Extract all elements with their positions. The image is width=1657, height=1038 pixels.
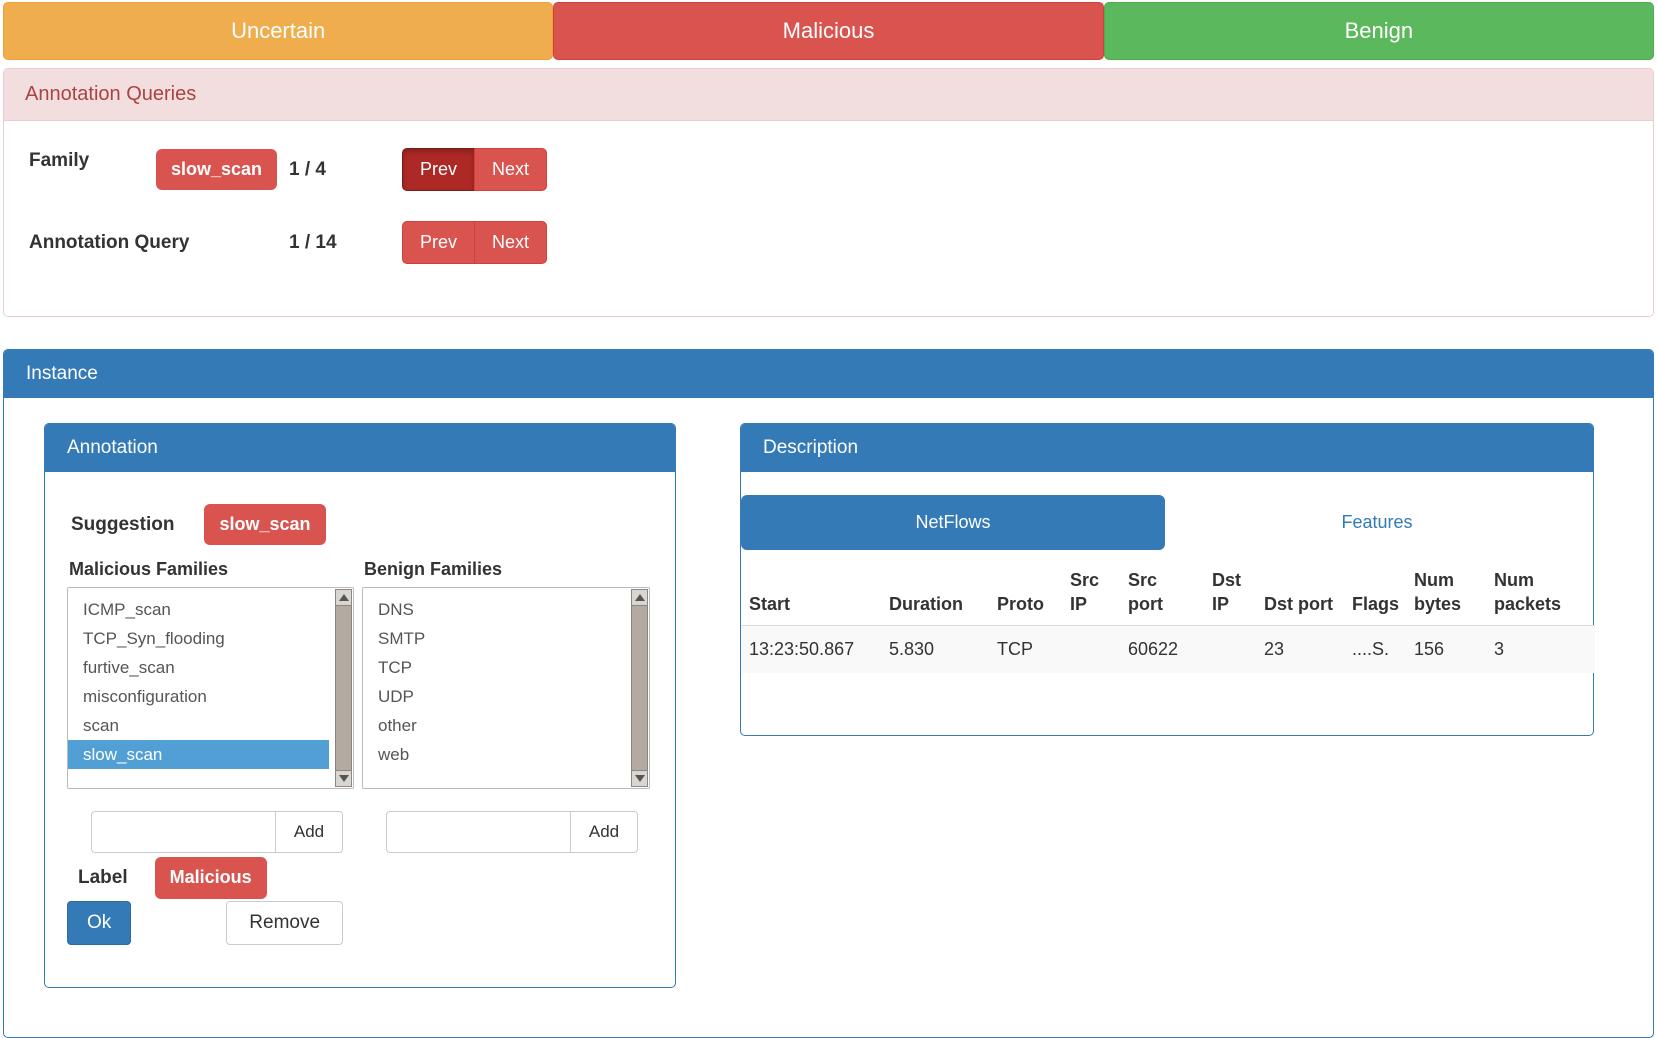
list-option[interactable]: DNS — [378, 600, 414, 620]
column-header-flags: Flags — [1344, 560, 1406, 626]
list-option[interactable]: web — [378, 745, 410, 765]
annotation-query-position: 1 / 14 — [289, 231, 337, 253]
list-option[interactable]: scan — [83, 716, 119, 736]
list-option[interactable]: ICMP_scan — [83, 600, 171, 620]
malicious-families-listbox[interactable]: ICMP_scan TCP_Syn_flooding furtive_scan … — [67, 587, 354, 790]
num-packets-cell: 3 — [1486, 625, 1595, 674]
malicious-add-button[interactable]: Add — [275, 811, 343, 854]
list-option[interactable]: misconfiguration — [83, 687, 207, 707]
label-row: Label Malicious — [67, 857, 653, 899]
list-option[interactable]: furtive_scan — [83, 658, 175, 678]
column-header-start: Start — [741, 560, 881, 626]
annotation-queries-title: Annotation Queries — [4, 69, 1653, 121]
description-title: Description — [741, 424, 1593, 472]
scrollbar-thumb[interactable] — [631, 606, 648, 771]
start-cell: 13:23:50.867 — [741, 625, 881, 674]
column-header-src-ip: Src IP — [1062, 560, 1120, 626]
benign-families-listbox[interactable]: DNS SMTP TCP UDP other web — [362, 587, 650, 790]
description-panel: Description NetFlows Features Start Dura… — [740, 423, 1595, 736]
action-row: Ok Remove — [67, 900, 653, 945]
table-header-row: Start Duration Proto Src IP Src port Dst… — [741, 560, 1595, 626]
label-title: Label — [78, 867, 128, 889]
scrollbar-up-icon[interactable] — [335, 589, 352, 607]
family-badge: slow_scan — [156, 148, 278, 191]
src-ip-cell — [1062, 625, 1120, 674]
list-option[interactable]: TCP_Syn_flooding — [83, 629, 225, 649]
duration-cell: 5.830 — [881, 625, 989, 674]
tab-features[interactable]: Features — [1341, 512, 1413, 532]
remove-button[interactable]: Remove — [226, 900, 344, 945]
families-row: Malicious Families ICMP_scan TCP_Syn_flo… — [67, 559, 653, 854]
annotation-query-next-button[interactable]: Next — [474, 221, 548, 264]
netflows-table: Start Duration Proto Src IP Src port Dst… — [741, 560, 1595, 674]
column-header-duration: Duration — [881, 560, 989, 626]
column-header-dst-port: Dst port — [1256, 560, 1344, 626]
flags-cell: ....S. — [1344, 625, 1406, 674]
annotation-title: Annotation — [45, 424, 675, 472]
annotation-body: Suggestion slow_scan Malicious Families … — [45, 472, 675, 945]
annotation-query-prev-button[interactable]: Prev — [402, 221, 476, 264]
family-row: Family slow_scan 1 / 4 Prev Next — [29, 121, 1653, 191]
instance-panel: Instance Annotation Suggestion slow_scan… — [3, 349, 1654, 1038]
tab-netflows[interactable]: NetFlows — [741, 495, 1165, 550]
annotation-queries-body: Family slow_scan 1 / 4 Prev Next Annotat… — [4, 121, 1653, 316]
src-port-cell: 60622 — [1120, 625, 1204, 674]
list-option[interactable]: UDP — [378, 687, 414, 707]
malicious-families-title: Malicious Families — [69, 559, 229, 580]
suggestion-row: Suggestion slow_scan — [67, 504, 653, 546]
benign-families-column: Benign Families DNS SMTP TCP UDP other w… — [362, 559, 650, 854]
scrollbar-down-icon[interactable] — [631, 770, 648, 788]
malicious-add-group: Add — [91, 811, 343, 854]
ok-button[interactable]: Ok — [67, 900, 132, 945]
list-option-selected[interactable]: slow_scan — [68, 740, 329, 770]
classification-bar: Uncertain Malicious Benign — [3, 2, 1654, 60]
annotation-queries-panel: Annotation Queries Family slow_scan 1 / … — [3, 68, 1654, 317]
malicious-button[interactable]: Malicious — [553, 2, 1104, 60]
dst-ip-cell — [1204, 625, 1256, 674]
benign-family-input[interactable] — [386, 811, 571, 854]
scrollbar-thumb[interactable] — [335, 606, 352, 771]
malicious-families-column: Malicious Families ICMP_scan TCP_Syn_flo… — [67, 559, 354, 854]
scrollbar-down-icon[interactable] — [335, 770, 352, 788]
num-bytes-cell: 156 — [1406, 625, 1486, 674]
instance-title: Instance — [4, 350, 1653, 398]
column-header-proto: Proto — [989, 560, 1062, 626]
suggestion-badge: slow_scan — [204, 504, 326, 546]
suggestion-label: Suggestion — [71, 513, 175, 535]
family-prev-button[interactable]: Prev — [402, 148, 476, 191]
list-option[interactable]: SMTP — [378, 629, 426, 649]
benign-add-group: Add — [386, 811, 638, 854]
description-tabs: NetFlows Features — [741, 495, 1593, 550]
column-header-src-port: Src port — [1120, 560, 1204, 626]
annotation-query-label: Annotation Query — [29, 231, 190, 253]
scrollbar-up-icon[interactable] — [631, 589, 648, 607]
netflow-row: 13:23:50.867 5.830 TCP 60622 23 ....S. 1… — [741, 625, 1595, 674]
benign-button[interactable]: Benign — [1103, 2, 1654, 60]
malicious-family-input[interactable] — [91, 811, 276, 854]
annotation-query-pager: Prev Next — [402, 221, 548, 264]
label-badge: Malicious — [154, 857, 267, 899]
list-option[interactable]: TCP — [378, 658, 412, 678]
list-option[interactable]: other — [378, 716, 417, 736]
benign-listbox-scrollbar[interactable] — [631, 589, 648, 788]
family-next-button[interactable]: Next — [474, 148, 548, 191]
column-header-num-bytes: Num bytes — [1406, 560, 1486, 626]
benign-families-title: Benign Families — [364, 559, 503, 580]
instance-body: Annotation Suggestion slow_scan Maliciou… — [4, 398, 1653, 988]
column-header-num-packets: Num packets — [1486, 560, 1595, 626]
family-pager: Prev Next — [402, 148, 548, 191]
family-position: 1 / 4 — [289, 158, 326, 180]
annotation-panel: Annotation Suggestion slow_scan Maliciou… — [44, 423, 676, 988]
uncertain-button[interactable]: Uncertain — [3, 2, 554, 60]
family-label: Family — [29, 150, 90, 171]
dst-port-cell: 23 — [1256, 625, 1344, 674]
annotation-query-row: Annotation Query 1 / 14 Prev Next — [29, 221, 1653, 264]
malicious-listbox-scrollbar[interactable] — [335, 589, 352, 788]
family-badge-area: slow_scan — [156, 148, 289, 191]
proto-cell: TCP — [989, 625, 1062, 674]
benign-add-button[interactable]: Add — [570, 811, 638, 854]
column-header-dst-ip: Dst IP — [1204, 560, 1256, 626]
